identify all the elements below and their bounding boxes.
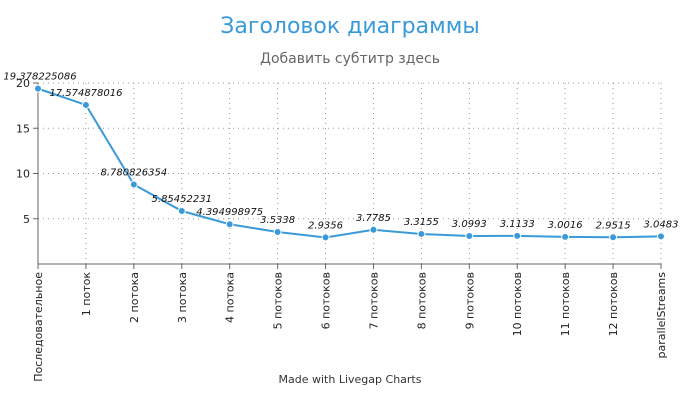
data-point [273, 228, 282, 237]
data-label: 3.1133 [500, 219, 535, 230]
x-tick-label: 9 потоков [463, 272, 476, 329]
y-tick-labels: 5 10 15 20 [16, 77, 30, 226]
data-point [609, 233, 618, 242]
x-tick-label: 12 потоков [607, 272, 620, 336]
axes [33, 82, 662, 269]
series-line [37, 87, 662, 239]
x-tick-label: 11 потоков [559, 272, 572, 336]
data-label: 3.0483 [644, 219, 679, 230]
data-label: 3.7785 [356, 213, 391, 224]
data-point [34, 84, 42, 93]
data-point [657, 232, 665, 241]
data-label: 3.5338 [260, 215, 295, 226]
data-point [177, 207, 186, 216]
data-labels: 19.378225086 17.574878016 8.780826354 5.854… [3, 72, 678, 232]
y-tick-label: 10 [16, 168, 30, 181]
data-point [81, 100, 90, 109]
data-point [513, 231, 522, 240]
y-tick-label: 15 [16, 122, 30, 135]
data-point [417, 229, 426, 238]
data-label: 19.378225086 [3, 72, 76, 83]
data-label: 8.780826354 [100, 168, 167, 179]
x-tick-label: 10 потоков [511, 272, 524, 336]
data-point [369, 225, 378, 234]
data-point [561, 232, 570, 241]
chart-footer: Made with Livegap Charts [278, 373, 422, 386]
y-tick-label: 5 [23, 213, 30, 226]
data-label: 3.0993 [452, 219, 487, 230]
data-label: 4.394998975 [196, 207, 263, 218]
x-tick-label: 5 потоков [272, 272, 285, 329]
data-points [34, 84, 665, 242]
chart-subtitle: Добавить субтитр здесь [260, 51, 440, 67]
x-tick-label: parallelStreams [655, 272, 668, 359]
x-tick-label: 8 потоков [415, 272, 428, 329]
y-tick-label: 20 [16, 77, 30, 90]
data-point [465, 231, 474, 240]
data-point [321, 233, 330, 242]
data-label: 5.85452231 [152, 194, 212, 205]
x-tick-labels: Последовательное 1 поток 2 потока 3 потока 4… [32, 272, 668, 382]
x-tick-label: 2 потока [128, 272, 141, 323]
x-tick-label: 3 потока [176, 272, 189, 323]
x-tick-label: Последовательное [32, 272, 45, 382]
x-tick-label: 1 поток [80, 272, 93, 317]
series-line-layer [37, 87, 662, 239]
data-label: 2.9515 [596, 220, 631, 231]
chart-title: Заголовок диаграммы [220, 14, 480, 39]
x-tick-label: 4 потока [224, 272, 237, 323]
x-tick-label: 6 потоков [320, 272, 333, 329]
x-tick-label: 7 потоков [367, 272, 380, 329]
data-point [129, 180, 138, 189]
data-label: 3.0016 [548, 220, 583, 231]
data-label: 3.3155 [404, 217, 439, 228]
data-point [225, 220, 234, 229]
data-label: 2.9356 [308, 220, 343, 231]
data-label: 17.574878016 [49, 88, 122, 99]
